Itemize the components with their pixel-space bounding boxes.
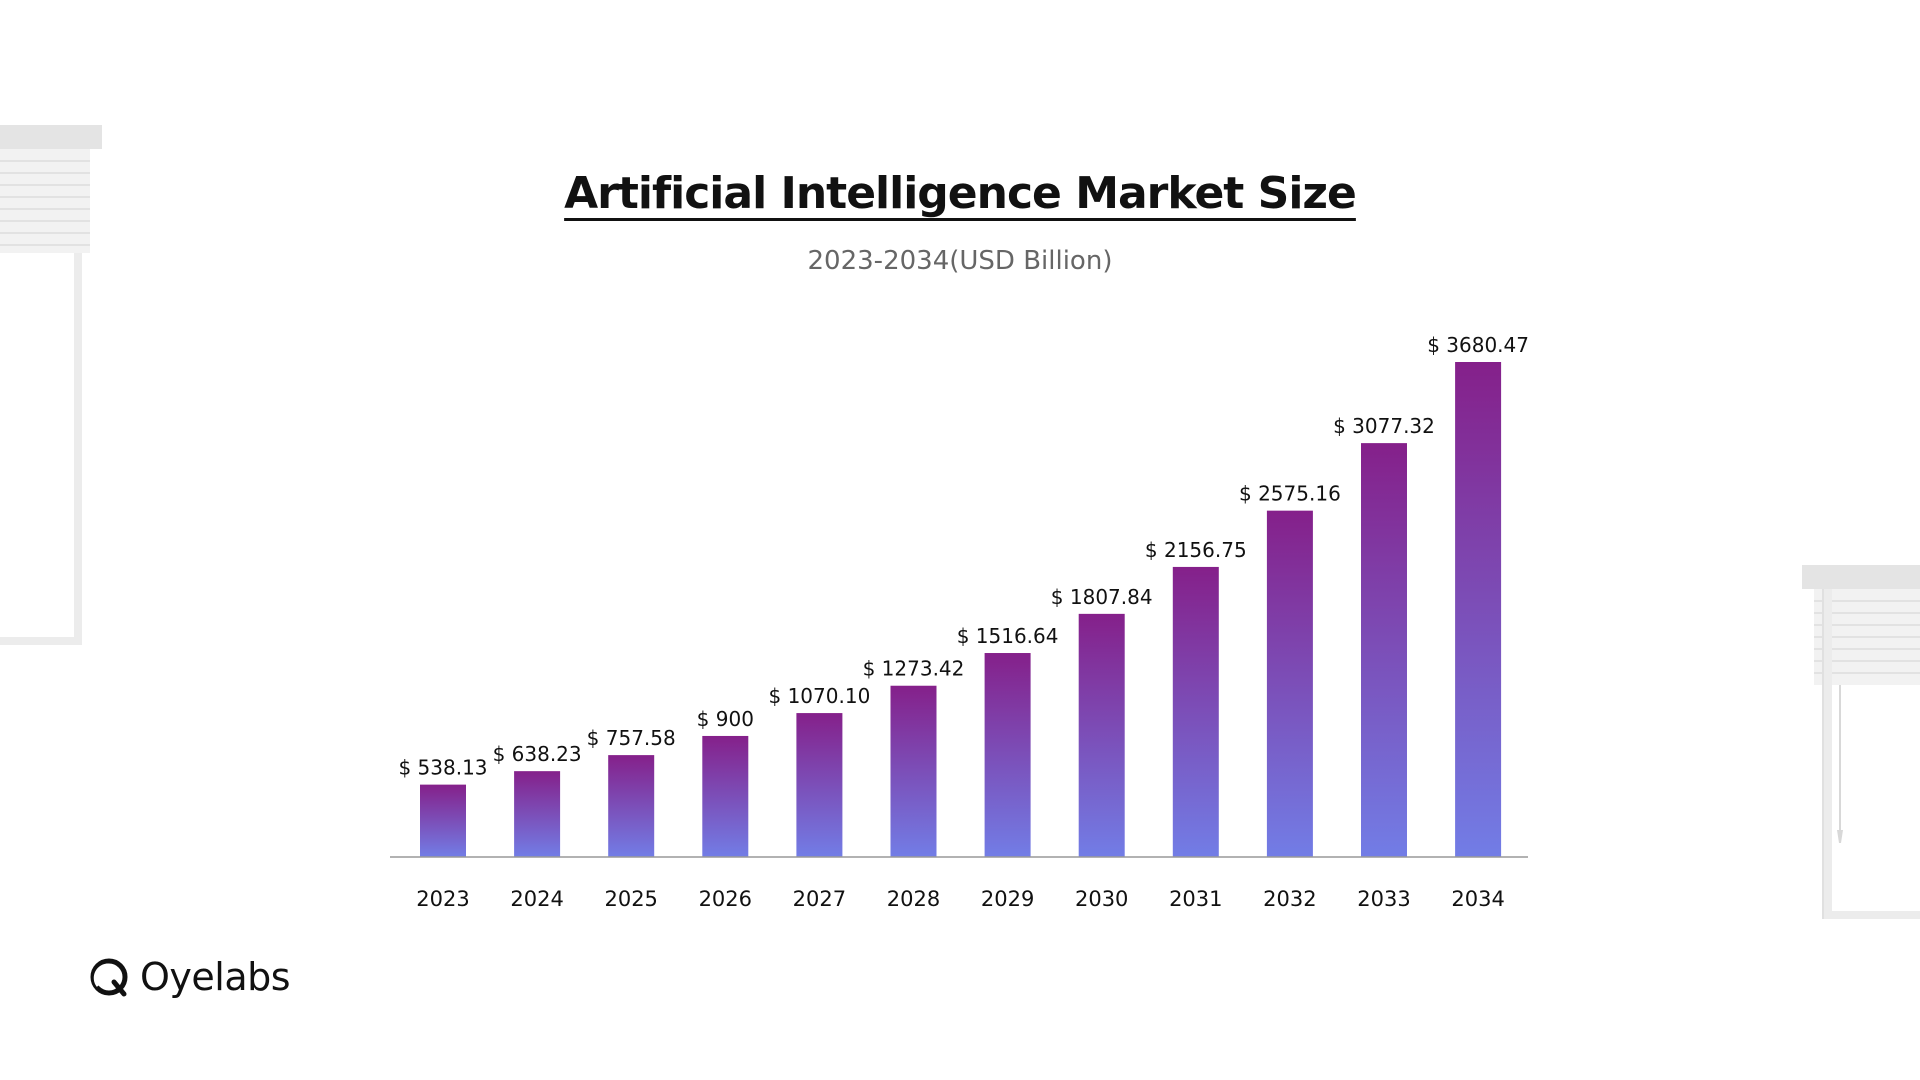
data-label-2028: $ 1273.42 bbox=[863, 657, 965, 681]
x-tick-label-2030: 2030 bbox=[1075, 887, 1128, 911]
x-tick-label-2025: 2025 bbox=[604, 887, 657, 911]
x-tick-label-2024: 2024 bbox=[510, 887, 563, 911]
x-tick-label-2032: 2032 bbox=[1263, 887, 1316, 911]
x-tick-label-2027: 2027 bbox=[793, 887, 846, 911]
oyelabs-logo[interactable]: Oyelabs bbox=[88, 955, 291, 999]
data-label-2031: $ 2156.75 bbox=[1145, 538, 1247, 562]
data-label-2032: $ 2575.16 bbox=[1239, 482, 1341, 506]
x-tick-label-2034: 2034 bbox=[1451, 887, 1504, 911]
data-label-2024: $ 638.23 bbox=[493, 742, 582, 766]
bar-2032 bbox=[1266, 510, 1313, 857]
x-tick-label-2029: 2029 bbox=[981, 887, 1034, 911]
bar-2033 bbox=[1361, 443, 1407, 857]
window-blind-right-decoration bbox=[1802, 565, 1920, 919]
data-label-2027: $ 1070.10 bbox=[769, 684, 871, 708]
data-label-2029: $ 1516.64 bbox=[957, 624, 1059, 648]
data-label-2033: $ 3077.32 bbox=[1333, 414, 1435, 438]
x-tick-label-2033: 2033 bbox=[1357, 887, 1410, 911]
data-label-2026: $ 900 bbox=[697, 707, 754, 731]
x-tick-label-2026: 2026 bbox=[699, 887, 752, 911]
bar-2031 bbox=[1172, 566, 1219, 857]
window-blind-left-decoration bbox=[0, 125, 102, 645]
data-label-2034: $ 3680.47 bbox=[1427, 333, 1529, 357]
bar-2023 bbox=[420, 784, 466, 857]
bar-2025 bbox=[608, 755, 655, 857]
bar-2027 bbox=[796, 713, 843, 857]
bar-2028 bbox=[890, 685, 937, 857]
x-tick-label-2023: 2023 bbox=[416, 887, 469, 911]
bar-2034 bbox=[1455, 362, 1502, 857]
bar-2029 bbox=[984, 653, 1031, 857]
data-label-2030: $ 1807.84 bbox=[1051, 585, 1153, 609]
chart-subtitle: 2023-2034(USD Billion) bbox=[807, 246, 1113, 276]
bar-2030 bbox=[1078, 613, 1125, 857]
data-label-2025: $ 757.58 bbox=[587, 726, 676, 750]
oyelabs-logo-icon bbox=[90, 958, 128, 997]
brand-name: Oyelabs bbox=[140, 955, 291, 999]
x-tick-label-2028: 2028 bbox=[887, 887, 940, 911]
data-label-2023: $ 538.13 bbox=[398, 756, 487, 780]
chart-title: Artificial Intelligence Market Size bbox=[564, 168, 1357, 219]
x-tick-label-2031: 2031 bbox=[1169, 887, 1222, 911]
bar-2024 bbox=[514, 771, 561, 857]
bar-2026 bbox=[702, 735, 749, 857]
